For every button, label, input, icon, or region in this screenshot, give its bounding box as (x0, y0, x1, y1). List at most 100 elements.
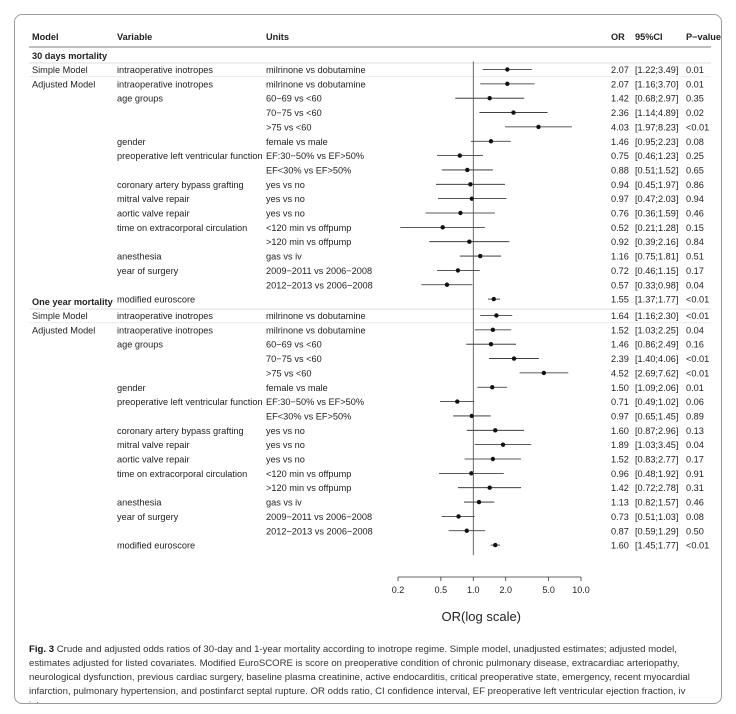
section-title: 30 days mortality (32, 51, 108, 61)
row-or: 2.07 (611, 65, 629, 75)
x-tick-label: 10.0 (572, 585, 590, 595)
row-pvalue: 0.46 (686, 498, 704, 508)
or-point (464, 528, 469, 533)
header-or: OR (611, 32, 625, 42)
or-point (444, 282, 450, 287)
row-ci: [0.36;1.59] (635, 209, 678, 219)
row-units: 70−75 vs <60 (266, 108, 322, 118)
or-point (511, 356, 517, 361)
row-ci: [0.86;2.49] (635, 340, 678, 350)
caption-text: Crude and adjusted odds ratios of 30-day… (29, 644, 690, 703)
caption-label: Fig. 3 (29, 644, 55, 655)
header-variable: Variable (117, 32, 152, 42)
row-pvalue: 0.06 (686, 397, 704, 407)
or-point (541, 370, 547, 376)
row-or: 0.52 (611, 223, 629, 233)
row-variable: aortic valve repair (117, 209, 190, 219)
row-units: milrinone vs dobutamine (266, 65, 366, 75)
row-ci: [1.97;8.23] (635, 122, 678, 132)
row-variable: preoperative left ventricular function (117, 151, 263, 161)
row-variable: aortic valve repair (117, 455, 190, 465)
row-ci: [0.82;1.57] (635, 498, 678, 508)
or-point (491, 296, 496, 302)
row-units: yes vs no (266, 194, 305, 204)
row-variable: intraoperative inotropes (117, 65, 213, 75)
x-tick-label: 1.0 (467, 585, 480, 595)
row-ci: [1.03;2.25] (635, 325, 678, 335)
or-point (457, 153, 463, 158)
row-units: milrinone vs dobutamine (266, 79, 366, 89)
row-or: 0.72 (611, 266, 629, 276)
row-pvalue: 0.16 (686, 340, 704, 350)
row-units: yes vs no (266, 426, 305, 436)
row-ci: [1.22;3.49] (635, 65, 678, 75)
row-variable: modified euroscore (117, 541, 195, 551)
row-variable: preoperative left ventricular function (117, 397, 263, 407)
row-ci: [0.95;2.23] (635, 137, 678, 147)
row-model: Simple Model (32, 311, 88, 321)
or-point (490, 327, 496, 333)
row-or: 0.71 (611, 397, 629, 407)
x-tick-label: 0.2 (392, 585, 405, 595)
or-point (440, 225, 445, 230)
row-ci: [0.47;2.03] (635, 194, 678, 204)
row-units: 2009−2011 vs 2006−2008 (266, 266, 372, 276)
row-pvalue: 0.08 (686, 512, 704, 522)
or-point (487, 96, 492, 101)
row-or: 0.87 (611, 526, 629, 536)
or-point (476, 499, 482, 505)
row-units: yes vs no (266, 455, 305, 465)
row-units: female vs male (266, 137, 328, 147)
row-or: 2.07 (611, 79, 629, 89)
row-variable: intraoperative inotropes (117, 325, 213, 335)
row-ci: [0.51;1.03] (635, 512, 678, 522)
row-pvalue: 0.35 (686, 94, 704, 104)
row-or: 1.60 (611, 541, 629, 551)
row-pvalue: <0.01 (686, 295, 709, 305)
row-ci: [0.51;1.52] (635, 165, 678, 175)
row-units: 60−69 vs <60 (266, 94, 322, 104)
row-units: EF<30% vs EF>50% (266, 165, 351, 175)
row-or: 0.92 (611, 237, 629, 247)
row-or: 0.97 (611, 194, 629, 204)
row-ci: [0.48;1.92] (635, 469, 678, 479)
row-units: 2012−2013 vs 2006−2008 (266, 526, 373, 536)
row-variable: year of surgery (117, 266, 179, 276)
or-point (478, 253, 483, 259)
row-ci: [0.46;1.23] (635, 151, 678, 161)
or-point (455, 268, 461, 273)
row-units: >75 vs <60 (266, 122, 311, 132)
row-pvalue: 0.02 (686, 108, 704, 118)
row-or: 0.97 (611, 411, 629, 421)
row-or: 1.50 (611, 383, 629, 393)
row-ci: [1.09;2.06] (635, 383, 678, 393)
x-tick-label: 2.0 (499, 585, 512, 595)
row-ci: [0.72;2.78] (635, 483, 678, 493)
row-or: 1.89 (611, 440, 629, 450)
row-pvalue: <0.01 (686, 122, 709, 132)
row-pvalue: 0.17 (686, 266, 704, 276)
or-point (493, 428, 498, 433)
row-pvalue: 0.15 (686, 223, 704, 233)
row-ci: [0.75;1.81] (635, 252, 678, 262)
row-or: 2.39 (611, 354, 629, 364)
row-pvalue: <0.01 (686, 368, 709, 378)
row-pvalue: 0.51 (686, 252, 704, 262)
row-variable: modified euroscore (117, 295, 195, 305)
row-ci: [1.45;1.77] (635, 541, 678, 551)
row-pvalue: 0.86 (686, 180, 704, 190)
row-model: Adjusted Model (32, 79, 95, 89)
row-pvalue: 0.08 (686, 137, 704, 147)
or-point (468, 182, 473, 187)
row-or: 4.03 (611, 122, 629, 132)
row-units: EF<30% vs EF>50% (266, 411, 351, 421)
or-point (458, 210, 463, 216)
row-or: 1.42 (611, 94, 629, 104)
row-ci: [0.65;1.45] (635, 411, 678, 421)
row-variable: mitral valve repair (117, 440, 190, 450)
row-pvalue: 0.13 (686, 426, 704, 436)
row-variable: gender (117, 383, 146, 393)
row-or: 0.96 (611, 469, 629, 479)
header-model: Model (32, 32, 59, 42)
row-units: >120 min vs offpump (266, 237, 351, 247)
